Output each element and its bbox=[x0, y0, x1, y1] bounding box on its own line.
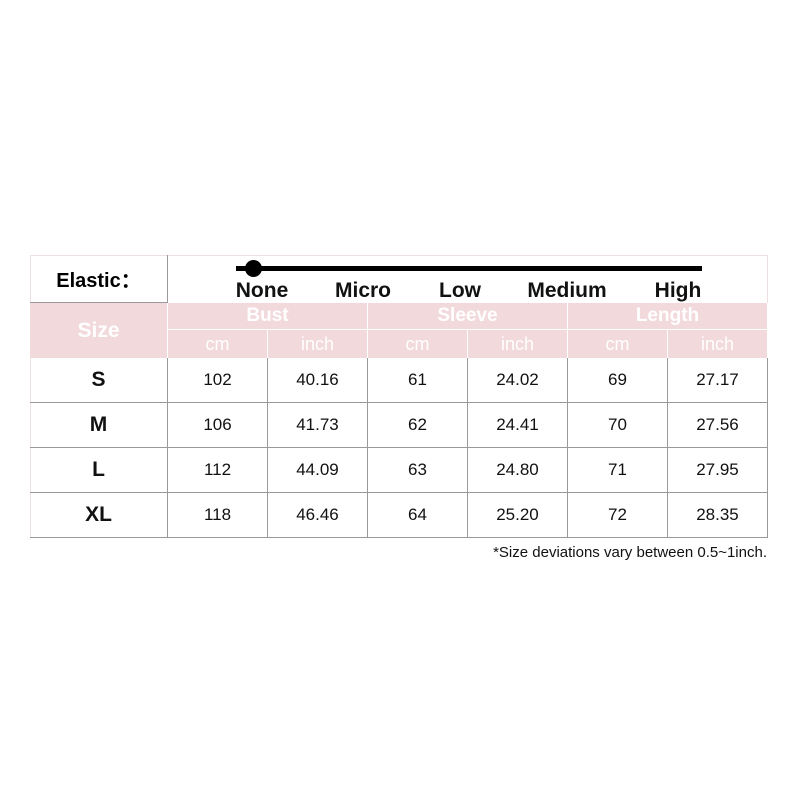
measurement-cell: 71 bbox=[568, 448, 668, 493]
unit-header: cm bbox=[368, 330, 468, 358]
size-note: *Size deviations vary between 0.5~1inch. bbox=[493, 544, 767, 561]
size-cell: S bbox=[30, 358, 168, 403]
size-cell: L bbox=[30, 448, 168, 493]
column-group-header: Bust bbox=[168, 303, 368, 330]
measurement-cell: 63 bbox=[368, 448, 468, 493]
measurement-cell: 106 bbox=[168, 403, 268, 448]
elastic-scale-line bbox=[236, 266, 702, 271]
column-group-header: Sleeve bbox=[368, 303, 568, 330]
measurement-cell: 24.02 bbox=[468, 358, 568, 403]
elastic-level: High bbox=[654, 279, 702, 302]
elastic-level: Medium bbox=[527, 279, 607, 302]
measurement-cell: 102 bbox=[168, 358, 268, 403]
measurement-cell: 41.73 bbox=[268, 403, 368, 448]
unit-header: inch bbox=[268, 330, 368, 358]
unit-header: cm bbox=[168, 330, 268, 358]
size-header: Size bbox=[30, 303, 168, 358]
elastic-indicator bbox=[245, 260, 262, 277]
measurement-cell: 27.95 bbox=[668, 448, 768, 493]
measurement-cell: 69 bbox=[568, 358, 668, 403]
measurement-cell: 27.17 bbox=[668, 358, 768, 403]
elastic-label: Elastic： bbox=[30, 255, 168, 303]
measurement-cell: 64 bbox=[368, 493, 468, 538]
size-cell: XL bbox=[30, 493, 168, 538]
measurement-cell: 70 bbox=[568, 403, 668, 448]
unit-header: inch bbox=[468, 330, 568, 358]
unit-header: cm bbox=[568, 330, 668, 358]
measurement-cell: 24.80 bbox=[468, 448, 568, 493]
measurement-cell: 28.35 bbox=[668, 493, 768, 538]
measurement-cell: 27.56 bbox=[668, 403, 768, 448]
measurement-cell: 46.46 bbox=[268, 493, 368, 538]
measurement-cell: 118 bbox=[168, 493, 268, 538]
measurement-cell: 25.20 bbox=[468, 493, 568, 538]
column-group-header: Length bbox=[568, 303, 768, 330]
measurement-cell: 112 bbox=[168, 448, 268, 493]
measurement-cell: 61 bbox=[368, 358, 468, 403]
elastic-level: Low bbox=[439, 279, 481, 302]
measurement-cell: 44.09 bbox=[268, 448, 368, 493]
measurement-cell: 24.41 bbox=[468, 403, 568, 448]
measurement-cell: 40.16 bbox=[268, 358, 368, 403]
measurement-cell: 72 bbox=[568, 493, 668, 538]
size-cell: M bbox=[30, 403, 168, 448]
elastic-level: Micro bbox=[334, 279, 392, 302]
elastic-level: None bbox=[235, 279, 289, 302]
unit-header: inch bbox=[668, 330, 768, 358]
measurement-cell: 62 bbox=[368, 403, 468, 448]
